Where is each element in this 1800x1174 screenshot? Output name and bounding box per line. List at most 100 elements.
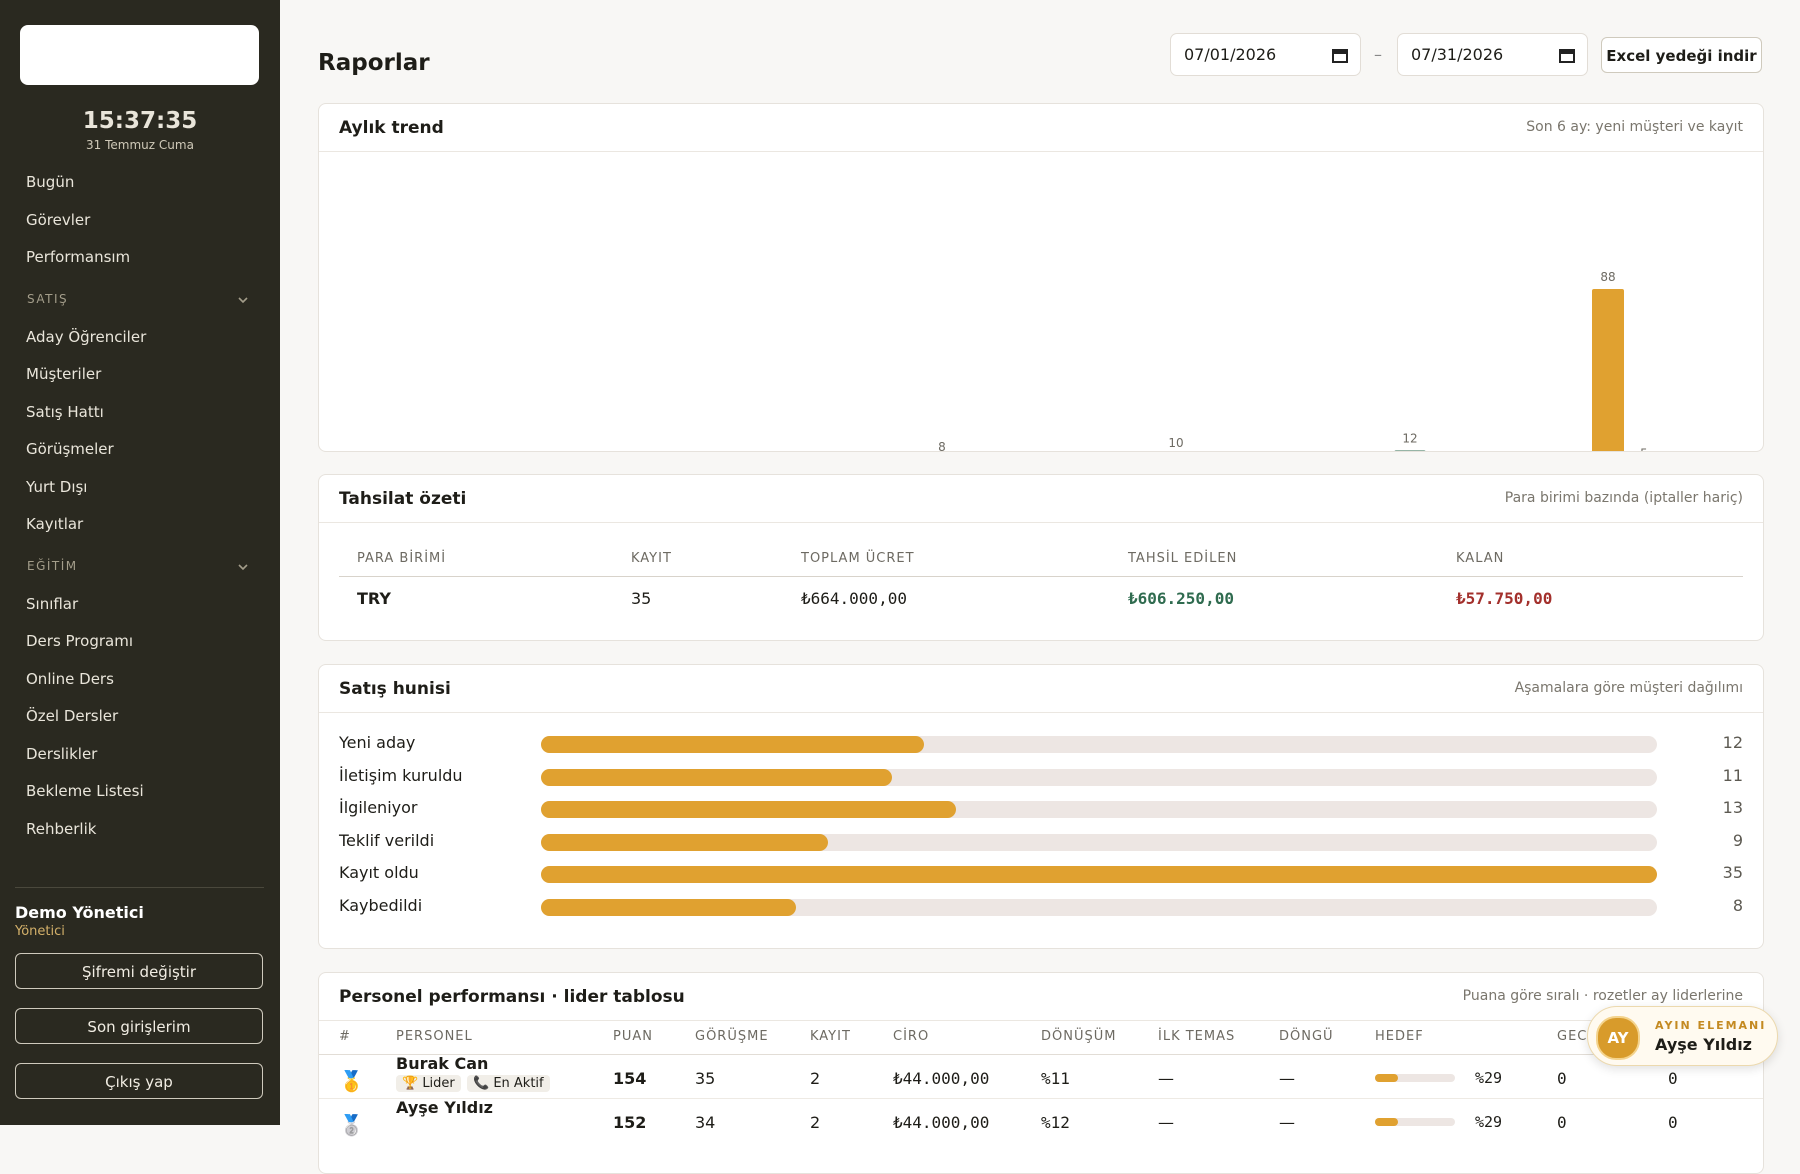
sidebar-button[interactable]: Şifremi değiştir [15,953,263,989]
trend-card: Aylık trend Son 6 ay: yeni müşteri ve kay… [318,103,1764,452]
column-header: PERSONEL [396,1029,473,1044]
cell: ₺44.000,00 [893,1113,990,1132]
cell: 0 [1557,1069,1567,1088]
cell: ₺606.250,00 [1128,589,1234,608]
nav-item[interactable]: Satış Hattı [26,402,104,421]
nav-item[interactable]: Görevler [26,210,91,229]
sidebar-button[interactable]: Son girişlerim [15,1008,263,1044]
value-label: 10 [1168,436,1183,450]
person-name: Ayşe Yıldız [396,1098,493,1117]
collections-card: Tahsilat özeti Para birimi bazında (iptal… [318,474,1764,641]
track [541,899,1657,916]
nav-item[interactable]: Özel Dersler [26,707,119,725]
goal-bar [1375,1118,1399,1126]
avatar: AY [1596,1016,1640,1060]
cell: 34 [695,1113,716,1132]
stage-value: 13 [1722,798,1743,818]
stage-label: İlgileniyor [339,798,418,818]
chevron [236,559,250,573]
nav-item[interactable]: Performansım [26,248,131,266]
nav-item[interactable]: Derslikler [26,744,98,763]
column-header: KALAN [1456,551,1505,566]
separator: – [1374,45,1382,64]
date-text: 07/31/2026 [1411,45,1504,64]
section-title: SATIŞ [27,291,69,306]
date: 31 Temmuz Cuma [86,138,194,152]
divider [15,887,264,888]
clock: 15:37:35 [82,108,198,134]
goal-bar [1375,1074,1399,1082]
card-header: Tahsilat özeti Para birimi bazında (iptal… [319,475,1763,523]
column-header: PUAN [613,1029,653,1044]
card-subtitle: Son 6 ay: yeni müşteri ve kayıt [1526,119,1743,135]
user-role: Yönetici [15,924,65,939]
cell: %11 [1041,1069,1070,1088]
card-title: Satış hunisi [339,679,451,699]
cell: TRY [357,589,391,608]
bar [1394,450,1426,451]
card-title: Aylık trend [339,118,444,138]
date-to[interactable]: 07/31/2026 [1397,33,1588,76]
calendar-icon [1559,49,1575,63]
header-rule [319,1054,1763,1055]
nav-item[interactable]: Görüşmeler [26,440,114,458]
card-header: Satış hunisi Aşamalara göre müşteri dağıl… [319,665,1763,713]
page-title: Raporlar [318,50,430,76]
nav-item[interactable]: Online Ders [26,669,114,688]
nav-item[interactable]: Rehberlik [26,819,97,838]
nav-item[interactable]: Yurt Dışı [26,477,88,496]
nav-item[interactable]: Bugün [26,173,75,191]
date-from[interactable]: 07/01/2026 [1170,33,1361,76]
stage-label: Kayıt oldu [339,863,419,883]
funnel-bar [541,768,892,786]
stage-label: Yeni aday [339,733,416,752]
leaderboard-card: Personel performansı · lider tablosu Puan… [318,972,1764,1174]
column-header: GÖRÜŞME [695,1029,769,1044]
employee-of-month[interactable]: AY AYIN ELEMANI Ayşe Yıldız [1587,1006,1778,1066]
trend-chart: Şub 2026Mar 2026Nis 20268May 202610Haz 2… [938,270,1648,451]
stage-value: 8 [1732,896,1743,915]
stage-label: Teklif verildi [339,830,435,850]
cell: — [1158,1069,1174,1088]
nav-item[interactable]: Ders Programı [26,632,133,650]
value-label: 8 [938,440,946,451]
column-header: TOPLAM ÜCRET [801,551,915,566]
calendar-icon [1332,49,1348,63]
nav-item[interactable]: Sınıflar [26,594,79,613]
column-header: DÖNGÜ [1279,1029,1334,1044]
cell: 2 [810,1069,821,1088]
column-header: KAYIT [810,1029,851,1044]
column-header: GEC [1557,1029,1588,1044]
card-header: Aylık trend Son 6 ay: yeni müşteri ve kay… [319,104,1763,152]
stage-value: 12 [1722,733,1743,752]
column-header: İLK TEMAS [1158,1029,1236,1044]
funnel-bar [541,736,924,753]
value-label: 88 [1600,270,1615,284]
value-label: 12 [1402,432,1417,446]
column-header: # [339,1029,351,1044]
funnel-bar [541,833,828,851]
goal-label: %29 [1475,1113,1503,1131]
sidebar-button[interactable]: Çıkış yap [15,1063,263,1099]
stage-value: 35 [1722,863,1743,883]
nav-item[interactable]: Aday Öğrenciler [26,327,147,346]
nav-item[interactable]: Müşteriler [26,365,102,383]
column-header: TAHSİL EDİLEN [1128,551,1238,566]
nav-item[interactable]: Kayıtlar [26,515,84,533]
column-header: PARA BİRİMİ [357,551,447,566]
cell: 0 [1668,1069,1678,1088]
funnel-bar [541,801,956,819]
cell: 152 [613,1113,647,1132]
nav-item[interactable]: Bekleme Listesi [26,782,144,800]
card-title: Personel performansı · lider tablosu [339,987,685,1007]
user-name: Demo Yönetici [15,903,144,922]
cell: 0 [1668,1113,1678,1132]
cell: %12 [1041,1113,1070,1132]
export-button[interactable]: Excel yedeği indir [1601,37,1762,73]
person-badge: 📞 En Aktif [467,1075,550,1092]
column-header: KAYIT [631,551,672,566]
goal-label: %29 [1475,1069,1503,1087]
card-title: Tahsilat özeti [339,489,467,509]
cell: ₺664.000,00 [801,589,907,608]
